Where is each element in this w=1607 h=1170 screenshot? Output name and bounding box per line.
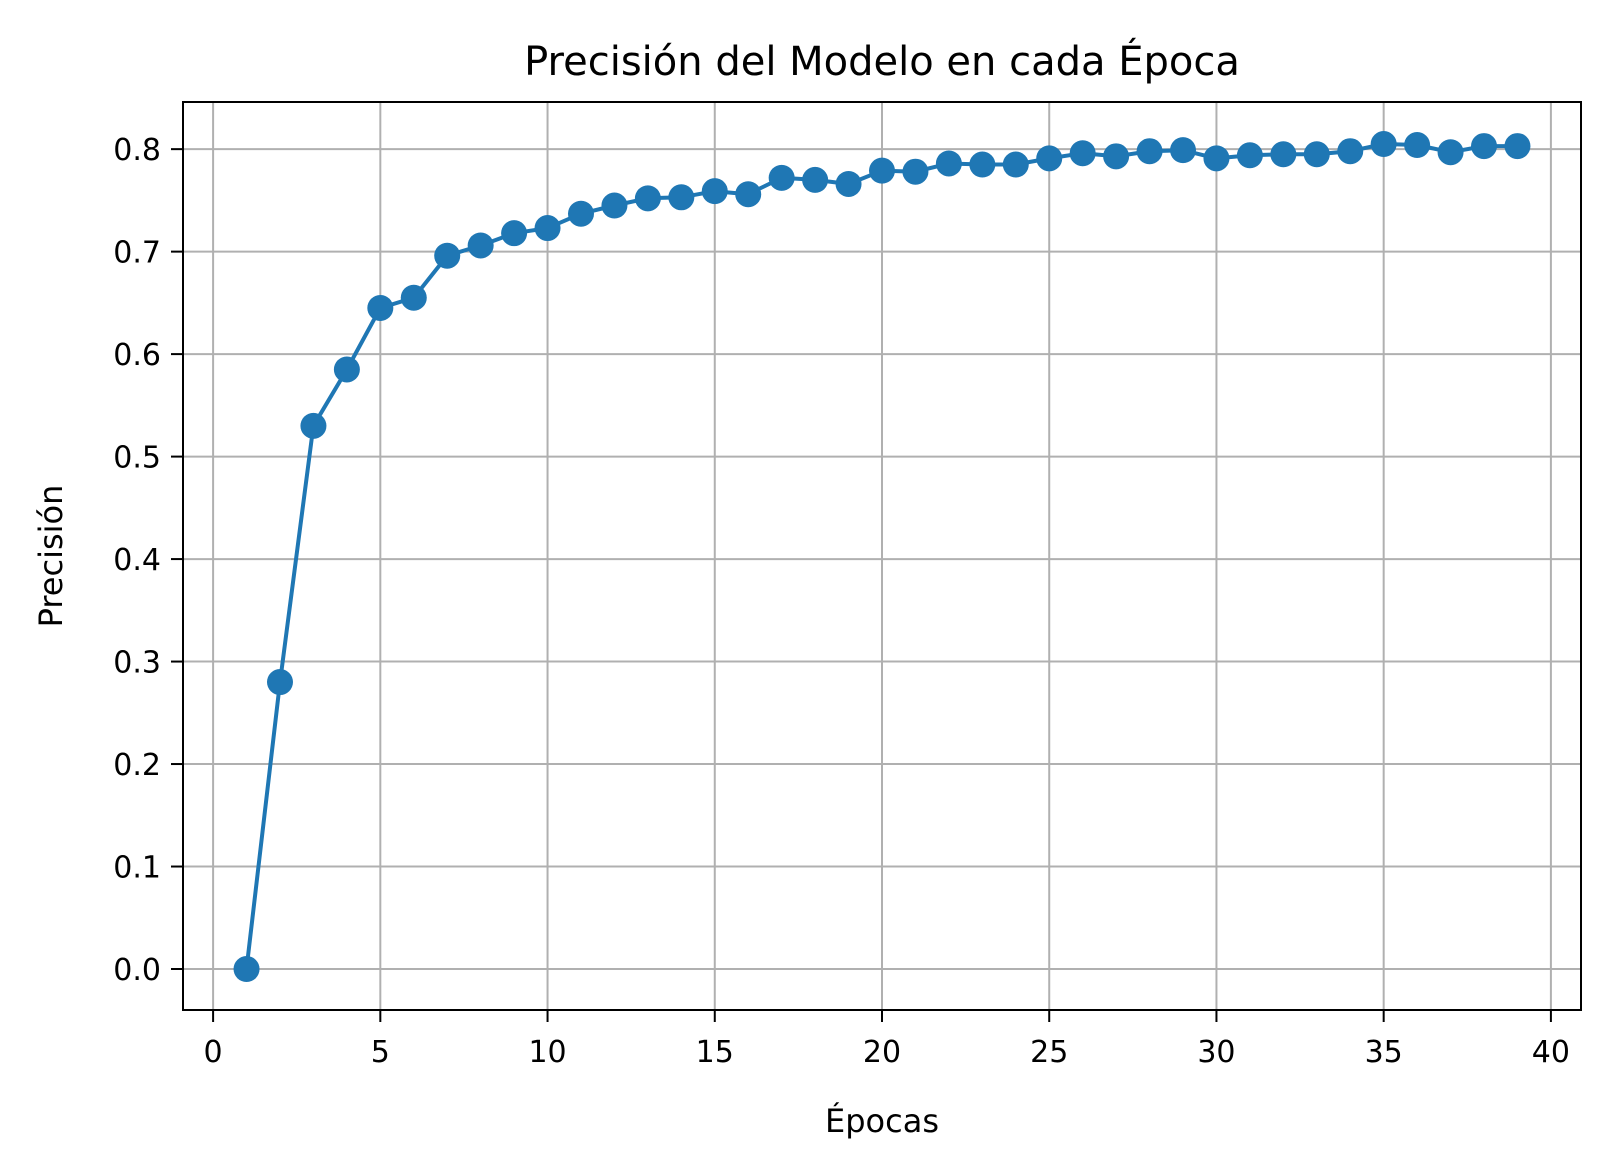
data-point	[935, 150, 962, 177]
x-tick-label: 30	[1197, 1035, 1235, 1070]
data-point	[367, 294, 394, 321]
data-point	[768, 164, 795, 191]
data-point	[668, 184, 695, 211]
data-point	[835, 170, 862, 197]
data-point	[534, 215, 561, 242]
data-point	[902, 158, 929, 185]
data-point	[1103, 143, 1130, 170]
x-tick-label: 5	[371, 1035, 390, 1070]
y-axis-ticks: 0.0 0.1 0.2 0.3 0.4 0.5 0.6 0.7 0.8	[113, 133, 183, 988]
y-axis-label: Precisión	[32, 485, 70, 628]
y-tick-label: 0.5	[113, 441, 161, 476]
data-point	[1036, 145, 1063, 172]
y-tick-label: 0.7	[113, 236, 161, 271]
data-point	[400, 284, 427, 311]
data-point	[300, 412, 327, 439]
x-tick-label: 15	[696, 1035, 734, 1070]
y-tick-label: 0.8	[113, 133, 161, 168]
data-point	[1404, 132, 1431, 159]
data-point	[701, 178, 728, 205]
data-point	[969, 151, 996, 178]
data-point	[869, 157, 895, 184]
data-point	[333, 356, 360, 383]
data-point	[1504, 133, 1531, 160]
data-point	[1203, 145, 1230, 172]
data-point	[501, 220, 528, 247]
x-tick-label: 35	[1365, 1035, 1403, 1070]
y-tick-label: 0.1	[113, 851, 161, 886]
data-point	[1471, 133, 1498, 160]
x-tick-label: 0	[204, 1035, 223, 1070]
data-point	[1136, 138, 1163, 165]
x-axis-label: Épocas	[825, 1102, 939, 1140]
data-point	[1170, 137, 1197, 164]
y-tick-label: 0.0	[113, 953, 161, 988]
data-point	[1270, 141, 1297, 168]
data-point	[233, 956, 260, 983]
series-accuracy	[233, 131, 1531, 983]
y-tick-label: 0.4	[113, 543, 161, 578]
data-point	[735, 181, 762, 208]
x-tick-label: 25	[1030, 1035, 1068, 1070]
x-tick-label: 20	[863, 1035, 901, 1070]
x-tick-label: 10	[528, 1035, 566, 1070]
data-point	[802, 166, 829, 193]
data-point	[1236, 142, 1263, 169]
data-point	[601, 192, 628, 219]
data-point	[1303, 141, 1330, 168]
data-point	[266, 669, 293, 696]
x-tick-label: 40	[1532, 1035, 1570, 1070]
data-point	[1370, 131, 1397, 158]
y-tick-label: 0.3	[113, 646, 161, 681]
data-point	[567, 200, 594, 227]
y-tick-label: 0.6	[113, 338, 161, 373]
data-point	[1002, 151, 1029, 178]
x-axis-ticks: 0 5 10 15 20 25 30 35 40	[204, 1010, 1570, 1070]
data-point	[434, 242, 461, 269]
data-point	[1337, 138, 1364, 165]
data-point	[1069, 140, 1096, 167]
grid-lines	[183, 102, 1581, 1010]
data-point	[634, 185, 661, 212]
data-point	[1437, 139, 1464, 166]
data-point	[467, 232, 494, 259]
y-tick-label: 0.2	[113, 748, 161, 783]
chart-title: Precisión del Modelo en cada Época	[524, 37, 1240, 85]
